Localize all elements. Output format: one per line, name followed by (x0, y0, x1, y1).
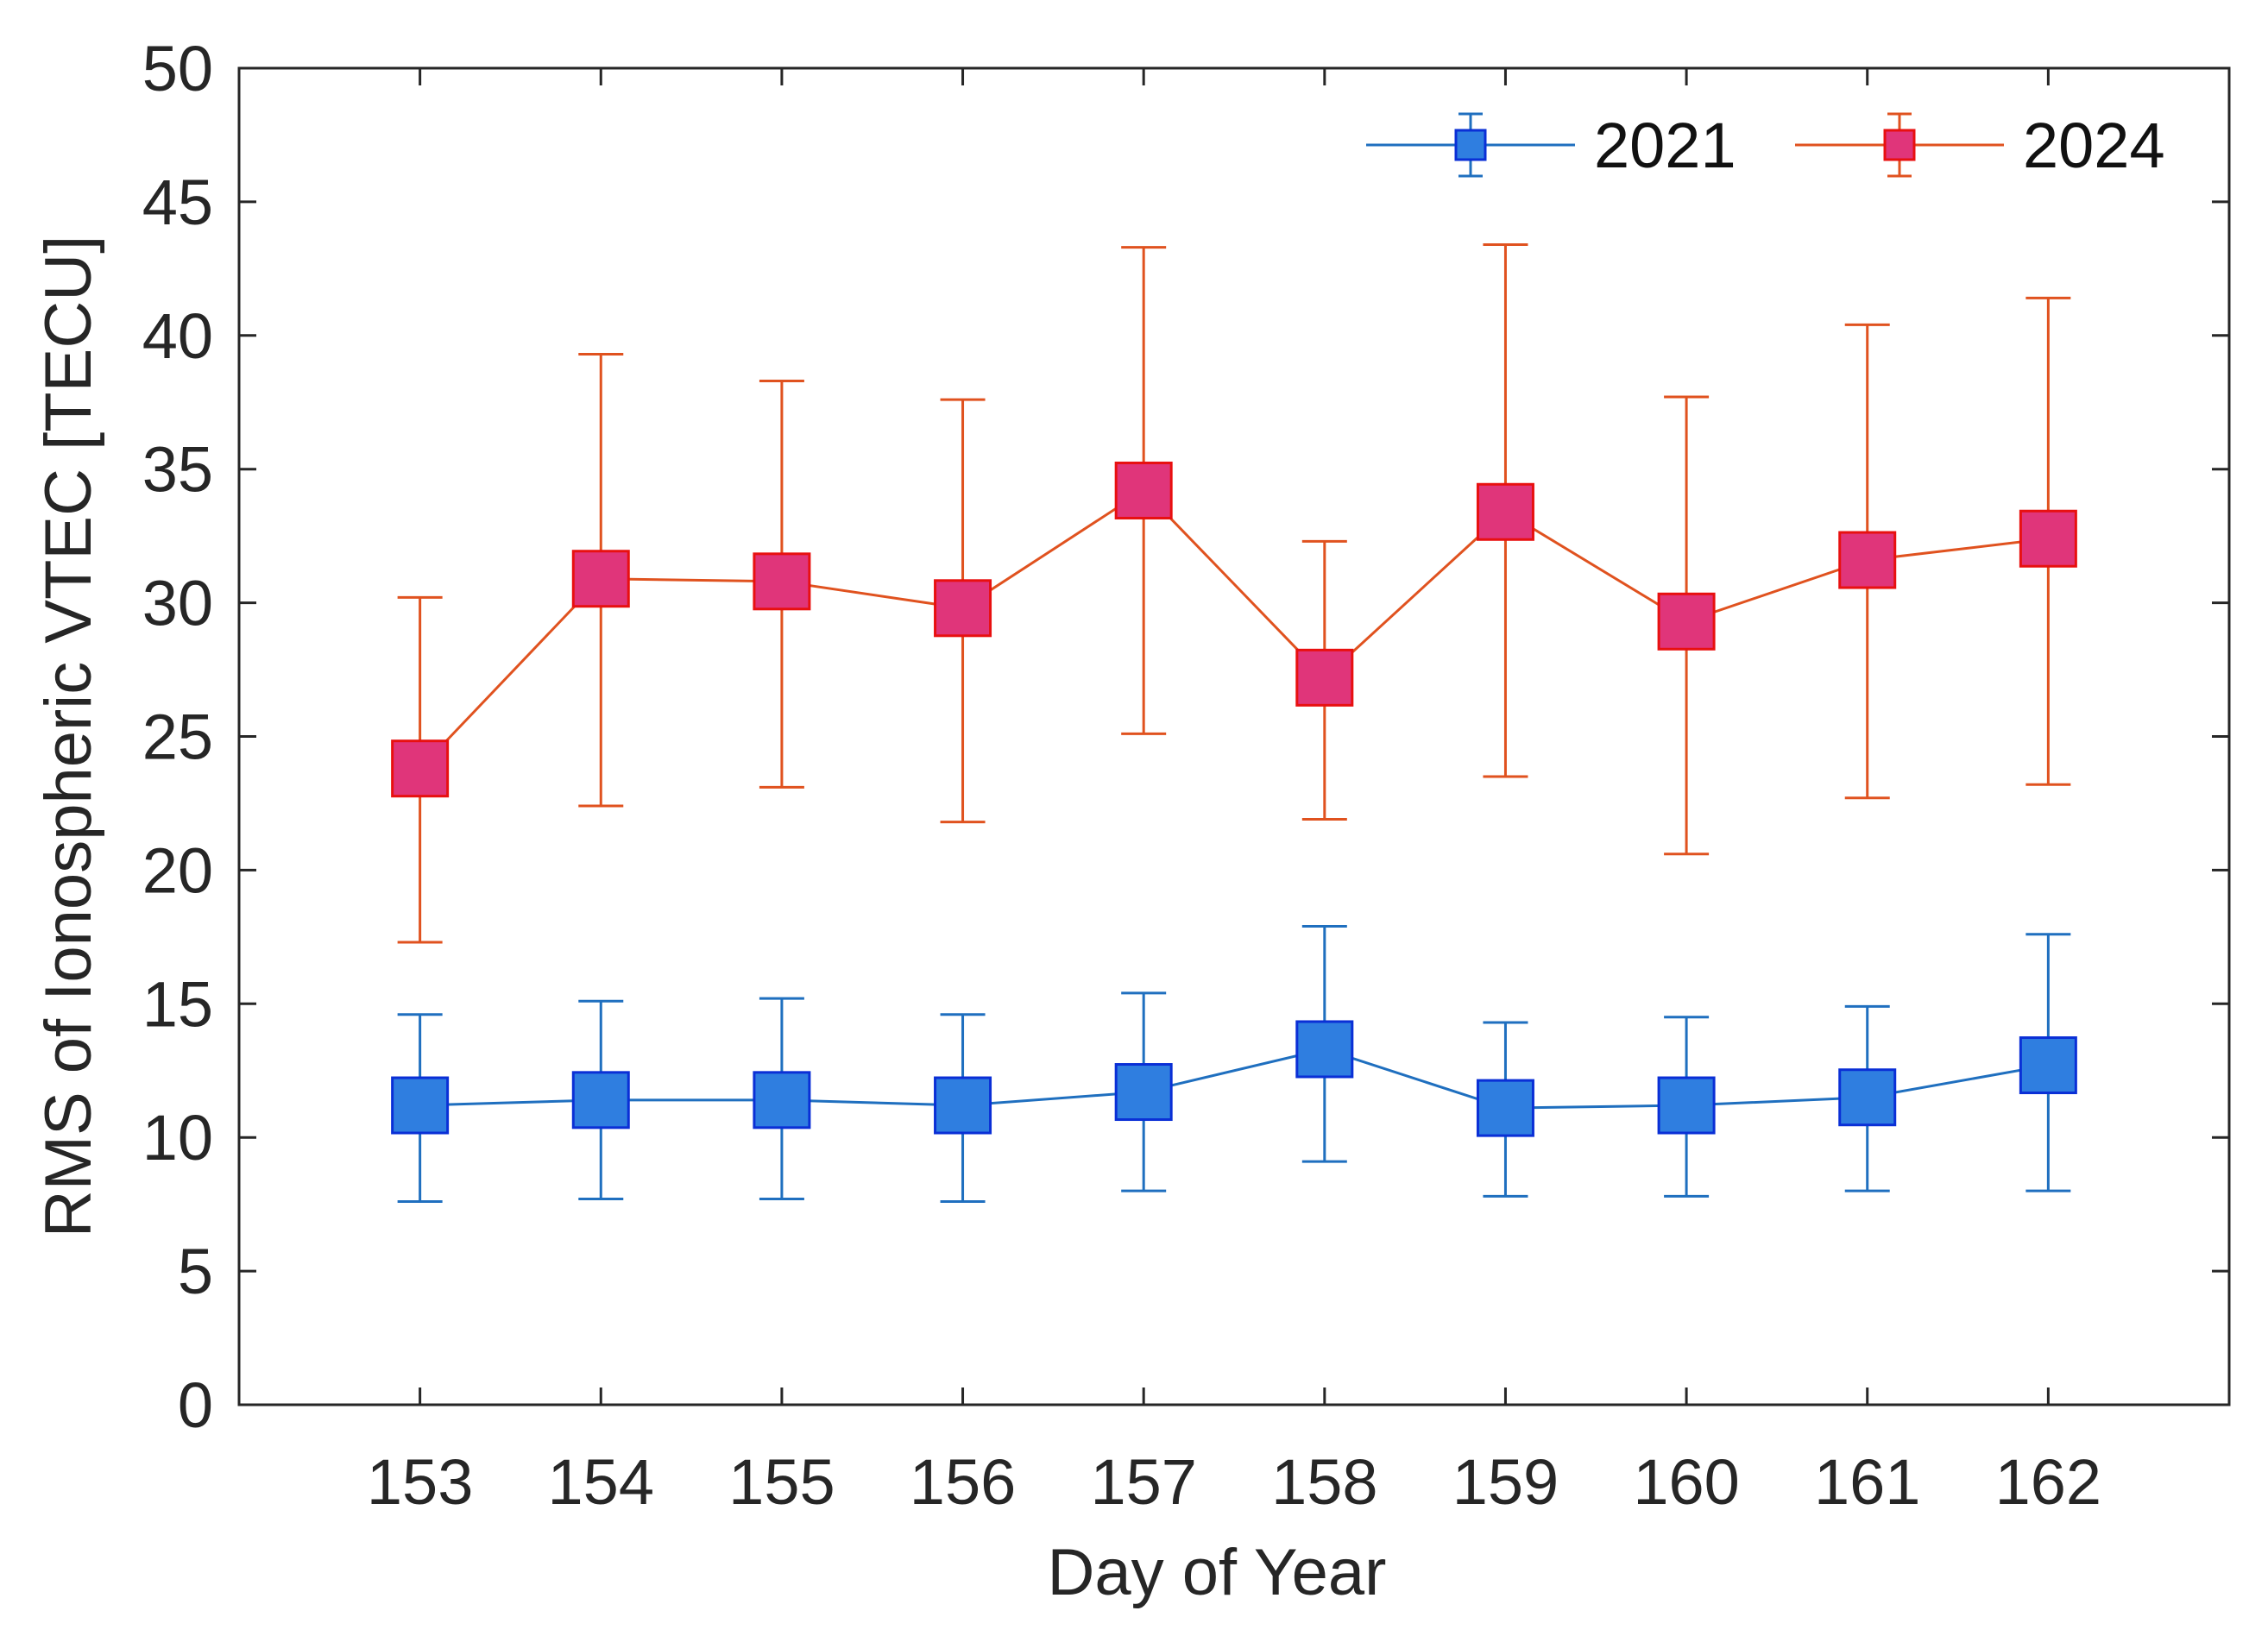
series-line (419, 1048, 2049, 1110)
data-point (1295, 648, 1354, 707)
x-tick-label: 159 (1452, 1446, 1559, 1518)
series-line (419, 488, 2049, 770)
x-tick-label: 162 (1995, 1446, 2101, 1518)
legend-marker (1454, 129, 1487, 161)
legend-label-2024: 2024 (2023, 110, 2165, 181)
data-point (753, 1071, 811, 1129)
x-tick-label: 160 (1633, 1446, 1739, 1518)
legend-marker (1883, 129, 1916, 161)
ticks-layer: 0 5 10 15 20 25 30 35 40 45 50 153 154 155 156 157 158 15… (142, 33, 2229, 1518)
y-tick-label: 15 (142, 968, 213, 1040)
data-point (1657, 592, 1716, 651)
data-point (2019, 1036, 2077, 1095)
data-point (571, 1071, 630, 1129)
x-tick-label: 161 (1814, 1446, 1920, 1518)
legend-entry-2021: 2021 (1366, 110, 1736, 181)
x-tick-label: 153 (367, 1446, 473, 1518)
data-point (1838, 1068, 1897, 1127)
series-layer (391, 242, 2077, 1204)
data-point (1657, 1076, 1716, 1135)
legend-entry-2024: 2024 (1795, 110, 2165, 181)
x-tick-label: 154 (548, 1446, 654, 1518)
y-tick-label: 10 (142, 1102, 213, 1174)
x-tick-label: 157 (1090, 1446, 1196, 1518)
data-point (2019, 509, 2077, 568)
data-point (391, 739, 450, 798)
data-point (1838, 531, 1897, 589)
data-point (753, 552, 811, 611)
data-point (934, 579, 992, 638)
y-tick-label: 0 (178, 1369, 213, 1441)
legend-label-2021: 2021 (1594, 110, 1736, 181)
x-tick-label: 155 (728, 1446, 835, 1518)
y-tick-label: 30 (142, 568, 213, 639)
y-tick-label: 50 (142, 33, 213, 104)
legend: 2021 2024 (1366, 110, 2165, 181)
data-point (1476, 482, 1534, 541)
data-point (934, 1076, 992, 1135)
data-point (1476, 1079, 1534, 1137)
x-axis-title: Day of Year (1048, 1536, 1387, 1609)
y-axis-title: RMS of Ionospheric VTEC [TECU] (32, 236, 105, 1237)
y-tick-label: 25 (142, 702, 213, 773)
x-tick-label: 156 (910, 1446, 1016, 1518)
data-point (391, 1076, 450, 1135)
series-2021 (391, 924, 2077, 1204)
data-point (1295, 1020, 1354, 1079)
y-tick-label: 40 (142, 300, 213, 372)
y-tick-label: 20 (142, 834, 213, 906)
y-tick-label: 5 (178, 1236, 213, 1307)
data-point (1114, 461, 1173, 519)
y-tick-label: 35 (142, 434, 213, 506)
series-2024 (391, 242, 2077, 944)
data-point (1114, 1063, 1173, 1122)
data-point (571, 550, 630, 608)
x-tick-label: 158 (1271, 1446, 1377, 1518)
y-tick-label: 45 (142, 167, 213, 238)
